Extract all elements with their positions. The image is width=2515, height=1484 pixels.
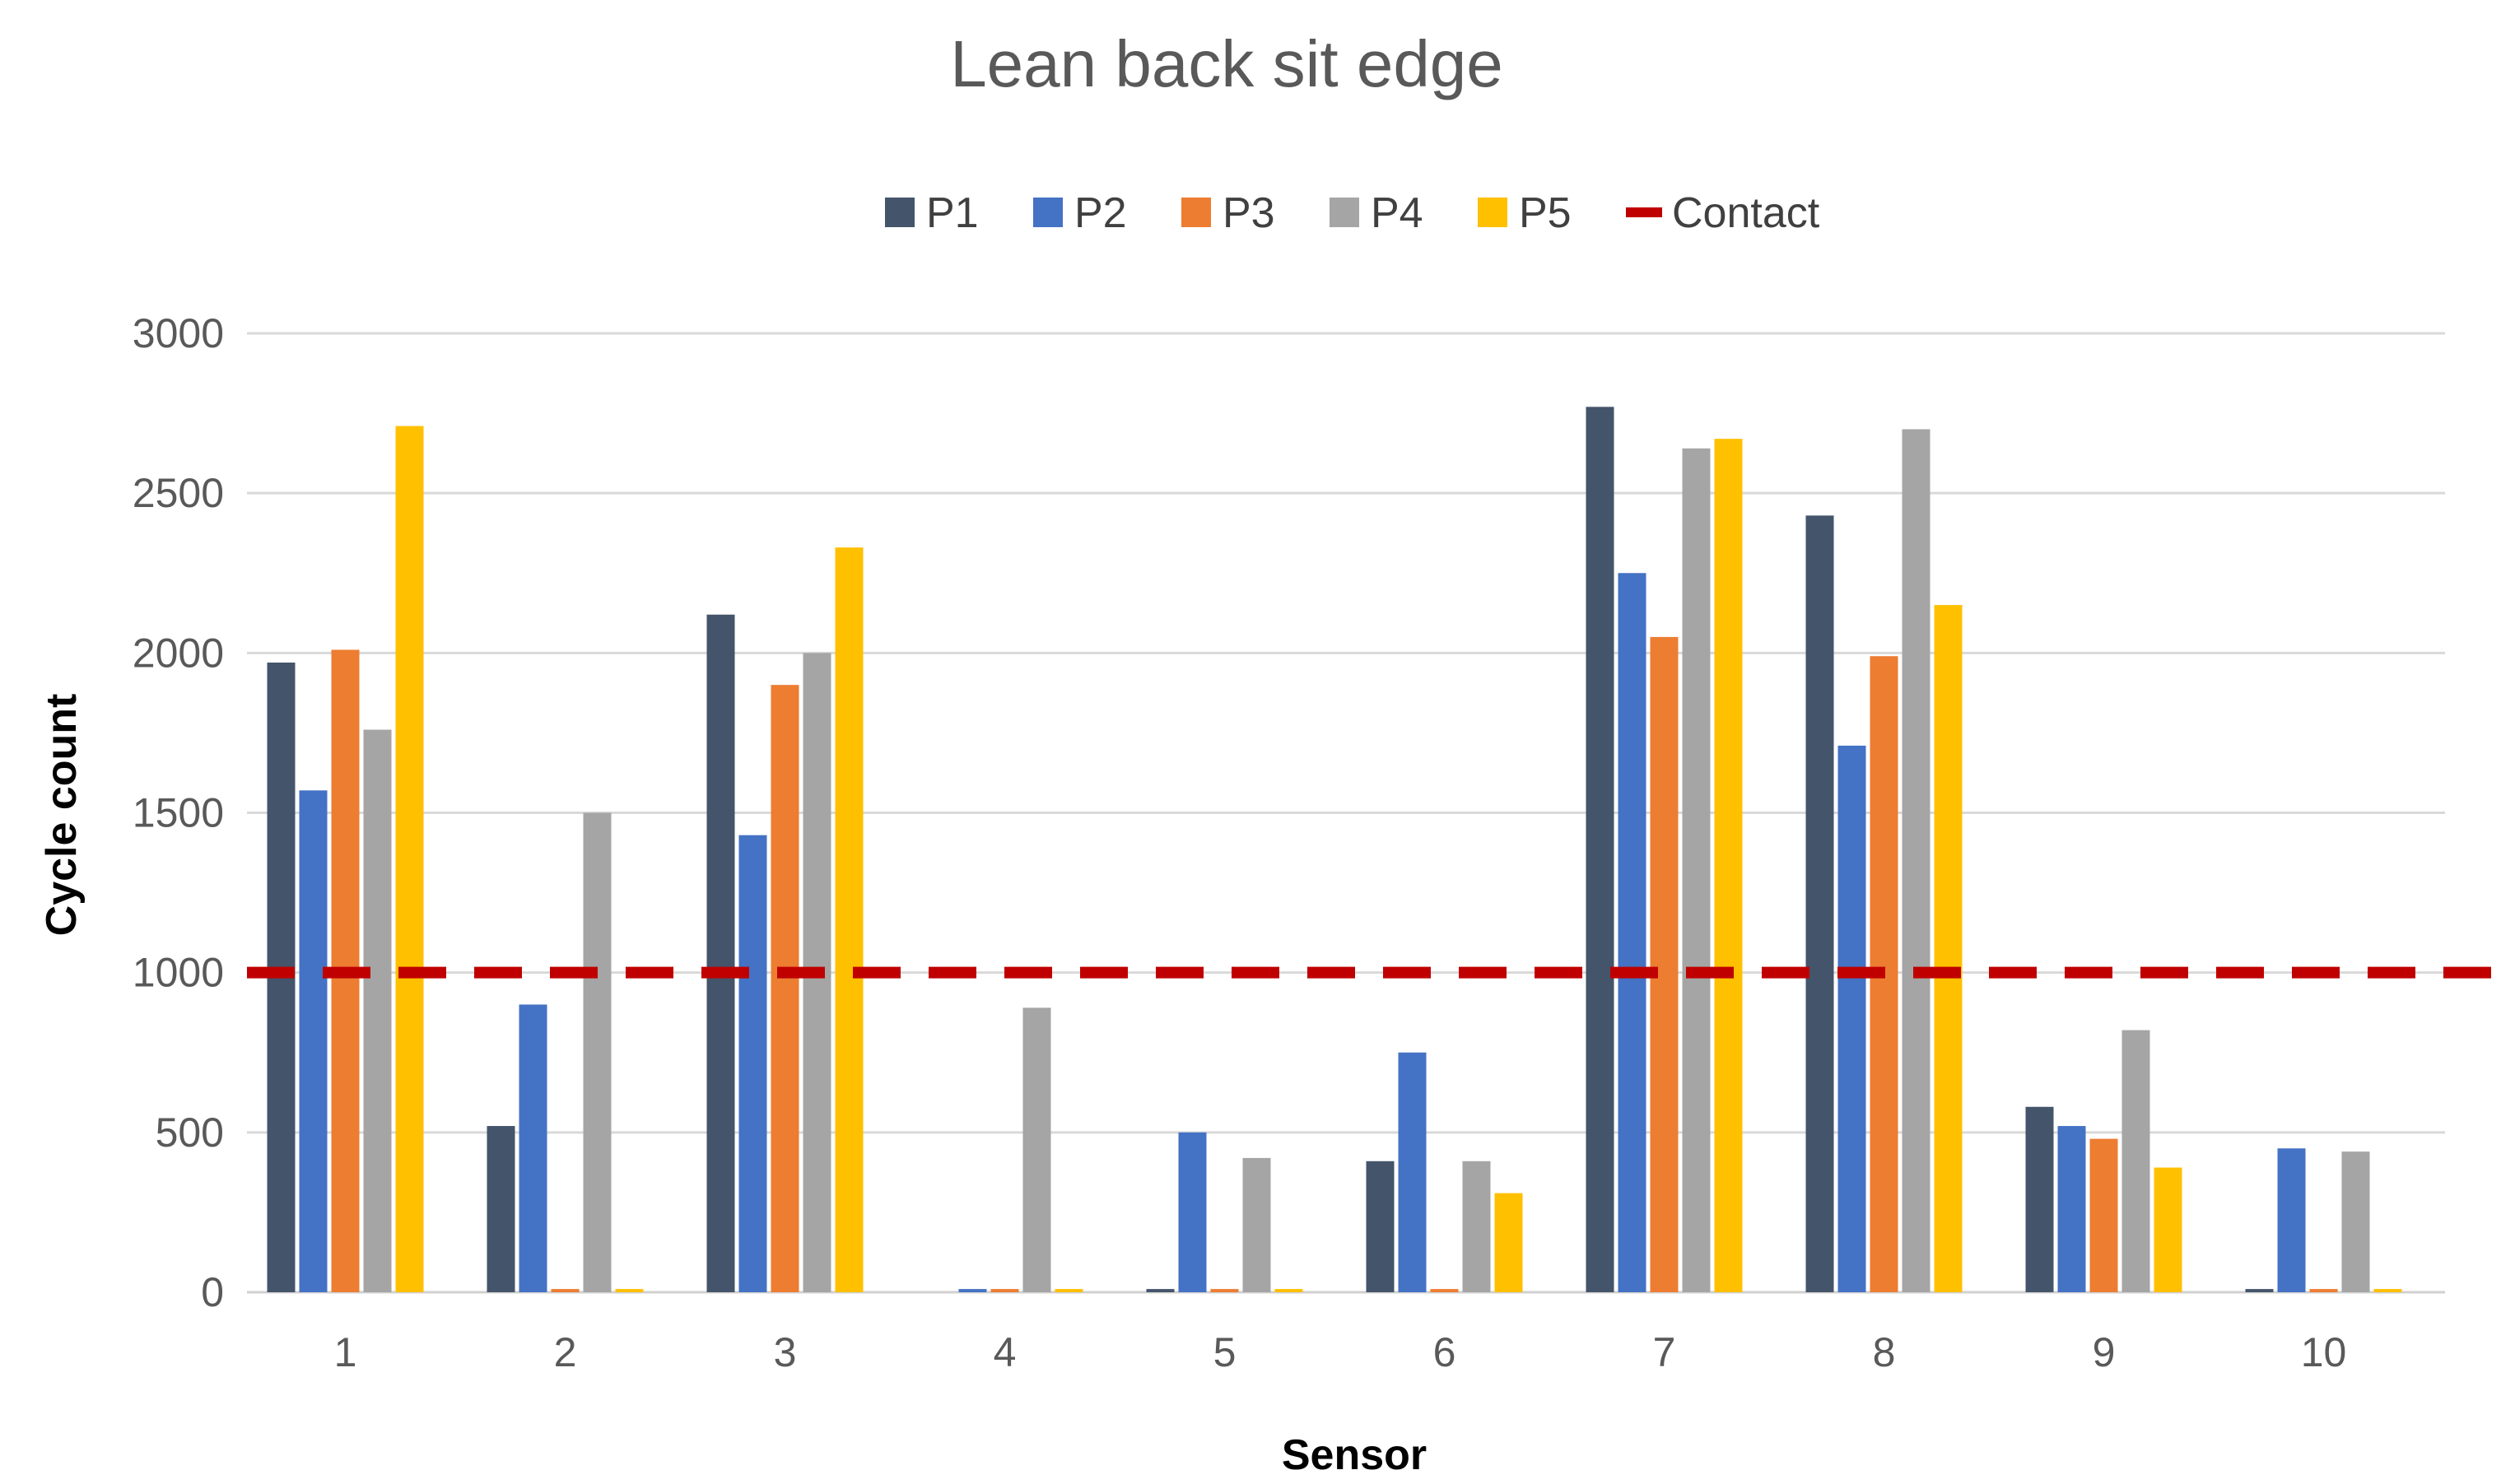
x-axis-title: Sensor xyxy=(1282,1431,1427,1479)
bar-p2-sensor-9 xyxy=(2057,1126,2086,1292)
bar-p4-sensor-2 xyxy=(583,812,612,1292)
bar-p2-sensor-1 xyxy=(299,790,328,1292)
legend-label-contact: Contact xyxy=(1672,189,1820,237)
y-tick-label: 500 xyxy=(156,1110,224,1156)
bar-p5-sensor-6 xyxy=(1494,1193,1523,1292)
bar-p4-sensor-8 xyxy=(1902,429,1930,1292)
bar-p2-sensor-8 xyxy=(1837,745,1866,1292)
bar-p3-sensor-10 xyxy=(2309,1289,2338,1292)
bar-p3-sensor-5 xyxy=(1210,1289,1239,1292)
bar-p1-sensor-2 xyxy=(487,1126,515,1292)
bar-p1-sensor-5 xyxy=(1146,1289,1175,1292)
bar-p4-sensor-1 xyxy=(363,729,392,1292)
y-axis-title: Cycle count xyxy=(38,694,86,937)
bar-p2-sensor-3 xyxy=(738,835,767,1292)
bar-p4-sensor-10 xyxy=(2341,1151,2370,1292)
bar-p3-sensor-3 xyxy=(771,685,799,1292)
x-tick-label: 2 xyxy=(554,1329,577,1375)
bar-p3-sensor-2 xyxy=(551,1289,580,1292)
bar-p4-sensor-9 xyxy=(2121,1030,2150,1292)
bar-p5-sensor-8 xyxy=(1934,605,1963,1292)
legend-label-p1: P1 xyxy=(926,189,979,237)
bar-p2-sensor-4 xyxy=(958,1289,987,1292)
bar-p1-sensor-8 xyxy=(1805,515,1834,1292)
legend-label-p2: P2 xyxy=(1074,189,1127,237)
bar-p5-sensor-2 xyxy=(615,1289,644,1292)
bar-p5-sensor-10 xyxy=(2373,1289,2402,1292)
x-tick-label: 6 xyxy=(1433,1329,1456,1375)
bar-p5-sensor-3 xyxy=(835,547,864,1292)
x-tick-label: 9 xyxy=(2093,1329,2116,1375)
bar-p4-sensor-4 xyxy=(1022,1007,1051,1292)
bar-p2-sensor-10 xyxy=(2277,1148,2306,1292)
chart-title: Lean back sit edge xyxy=(950,27,1503,100)
legend-swatch-p3 xyxy=(1181,198,1211,227)
bar-p2-sensor-7 xyxy=(1618,573,1646,1292)
y-tick-label: 3000 xyxy=(133,310,224,356)
bar-p5-sensor-4 xyxy=(1055,1289,1083,1292)
legend-label-p5: P5 xyxy=(1519,189,1572,237)
y-tick-label: 0 xyxy=(201,1269,224,1315)
y-tick-label: 2500 xyxy=(133,470,224,516)
x-tick-label: 4 xyxy=(994,1329,1017,1375)
bar-p5-sensor-9 xyxy=(2154,1167,2182,1292)
x-tick-label: 5 xyxy=(1213,1329,1237,1375)
legend-swatch-p1 xyxy=(885,198,915,227)
legend-swatch-p4 xyxy=(1330,198,1359,227)
legend-label-p4: P4 xyxy=(1371,189,1423,237)
bar-p3-sensor-7 xyxy=(1650,636,1679,1292)
bar-p2-sensor-5 xyxy=(1178,1132,1207,1292)
bars xyxy=(267,407,2402,1293)
x-tick-label: 3 xyxy=(774,1329,797,1375)
bar-p4-sensor-7 xyxy=(1682,448,1711,1292)
bar-p1-sensor-10 xyxy=(2245,1289,2274,1292)
x-axis-ticks: 1 2 3 4 5 6 7 8 9 10 xyxy=(334,1329,2347,1375)
y-tick-label: 1000 xyxy=(133,950,224,996)
y-axis-ticks: 0 500 1000 1500 2000 2500 3000 xyxy=(133,310,224,1315)
bar-p2-sensor-6 xyxy=(1398,1052,1427,1292)
bar-p5-sensor-7 xyxy=(1714,439,1743,1292)
bar-p1-sensor-6 xyxy=(1366,1161,1395,1292)
bar-p3-sensor-6 xyxy=(1430,1289,1459,1292)
x-tick-label: 10 xyxy=(2301,1329,2347,1375)
bar-p4-sensor-6 xyxy=(1462,1161,1491,1292)
x-tick-label: 1 xyxy=(334,1329,357,1375)
legend-swatch-p2 xyxy=(1033,198,1063,227)
legend-swatch-p5 xyxy=(1478,198,1507,227)
bar-p1-sensor-3 xyxy=(706,614,735,1292)
bar-p3-sensor-9 xyxy=(2089,1138,2118,1292)
bar-p1-sensor-9 xyxy=(2025,1106,2054,1292)
gridlines xyxy=(247,332,2445,1294)
y-tick-label: 2000 xyxy=(133,630,224,676)
legend: P1 P2 P3 P4 P5 Contact xyxy=(885,189,1820,237)
x-tick-label: 8 xyxy=(1873,1329,1896,1375)
bar-p5-sensor-1 xyxy=(395,426,424,1292)
bar-p5-sensor-5 xyxy=(1274,1289,1303,1292)
bar-p4-sensor-5 xyxy=(1242,1157,1271,1292)
legend-label-p3: P3 xyxy=(1223,189,1275,237)
bar-p2-sensor-2 xyxy=(519,1004,547,1292)
bar-p3-sensor-4 xyxy=(990,1289,1019,1292)
bar-p1-sensor-7 xyxy=(1586,407,1614,1293)
x-tick-label: 7 xyxy=(1653,1329,1676,1375)
y-tick-label: 1500 xyxy=(133,790,224,836)
